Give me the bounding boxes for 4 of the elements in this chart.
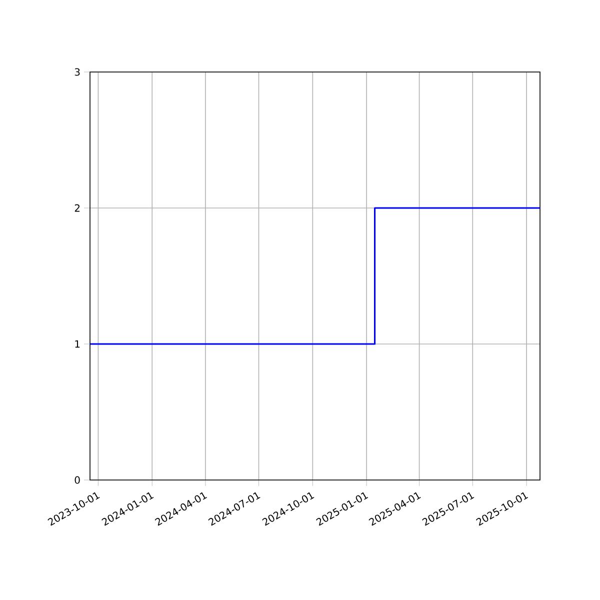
y-tick-label: 1 [75,340,80,348]
y-tick-label: 2 [74,204,80,212]
y-tick-label: 0 [74,476,80,484]
y-tick-label: 3 [74,68,80,76]
